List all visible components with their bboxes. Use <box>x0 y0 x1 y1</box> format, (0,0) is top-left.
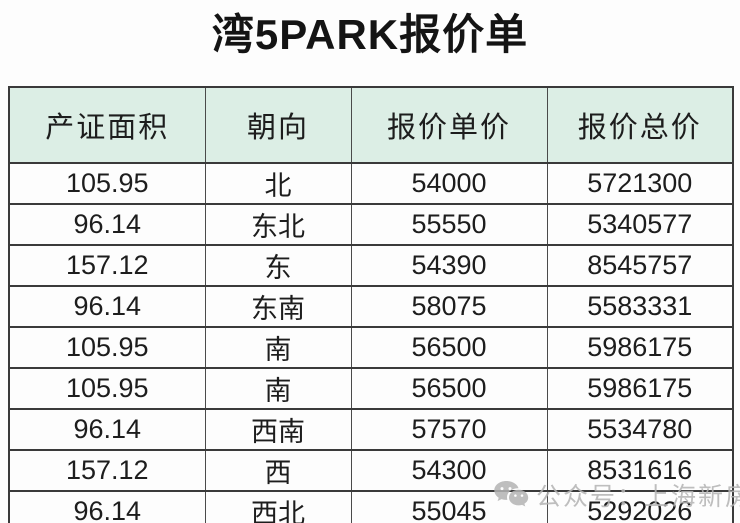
table-cell: 54300 <box>350 449 548 492</box>
table-cell: 5721300 <box>546 162 734 205</box>
table-cell: 8545757 <box>546 244 734 287</box>
table-cell: 57570 <box>350 408 548 451</box>
table-cell: 55550 <box>350 203 548 246</box>
table-cell: 5534780 <box>546 408 734 451</box>
table-cell: 南 <box>204 326 352 369</box>
table-row: 157.12 东 54390 8545757 <box>8 244 734 287</box>
table-cell: 5583331 <box>546 285 734 328</box>
table-cell: 157.12 <box>8 244 206 287</box>
table-cell: 东南 <box>204 285 352 328</box>
table-cell: 5986175 <box>546 326 734 369</box>
header-cell: 产证面积 <box>8 86 206 164</box>
table-cell: 西 <box>204 449 352 492</box>
table-cell: 96.14 <box>8 203 206 246</box>
table-row: 157.12 西 54300 8531616 <box>8 449 734 492</box>
table-row: 105.95 北 54000 5721300 <box>8 162 734 205</box>
table-cell: 105.95 <box>8 162 206 205</box>
header-cell: 朝向 <box>204 86 352 164</box>
table-cell: 55045 <box>350 490 548 523</box>
table-cell: 5292026 <box>546 490 734 523</box>
table-cell: 56500 <box>350 326 548 369</box>
table-cell: 56500 <box>350 367 548 410</box>
table-cell: 58075 <box>350 285 548 328</box>
table-cell: 南 <box>204 367 352 410</box>
table-cell: 96.14 <box>8 285 206 328</box>
table-row: 96.14 东北 55550 5340577 <box>8 203 734 246</box>
table-row: 96.14 东南 58075 5583331 <box>8 285 734 328</box>
table-cell: 东 <box>204 244 352 287</box>
table-header-row: 产证面积 朝向 报价单价 报价总价 <box>8 86 734 164</box>
header-cell: 报价单价 <box>350 86 548 164</box>
table-cell: 西南 <box>204 408 352 451</box>
table-cell: 5340577 <box>546 203 734 246</box>
table-cell: 105.95 <box>8 326 206 369</box>
table-cell: 54390 <box>350 244 548 287</box>
table-row: 96.14 西南 57570 5534780 <box>8 408 734 451</box>
table-cell: 东北 <box>204 203 352 246</box>
table-cell: 8531616 <box>546 449 734 492</box>
table-row: 105.95 南 56500 5986175 <box>8 367 734 410</box>
table-cell: 96.14 <box>8 490 206 523</box>
table-cell: 西北 <box>204 490 352 523</box>
table-row: 96.14 西北 55045 5292026 <box>8 490 734 523</box>
page-title: 湾5PARK报价单 <box>211 11 529 58</box>
header-cell: 报价总价 <box>546 86 734 164</box>
table-cell: 5986175 <box>546 367 734 410</box>
table-cell: 105.95 <box>8 367 206 410</box>
quotation-table: 产证面积 朝向 报价单价 报价总价 105.95 北 54000 5721300 96.14 东… <box>8 86 734 523</box>
table-cell: 96.14 <box>8 408 206 451</box>
table-cell: 北 <box>204 162 352 205</box>
table-cell: 54000 <box>350 162 548 205</box>
table-cell: 157.12 <box>8 449 206 492</box>
table-row: 105.95 南 56500 5986175 <box>8 326 734 369</box>
